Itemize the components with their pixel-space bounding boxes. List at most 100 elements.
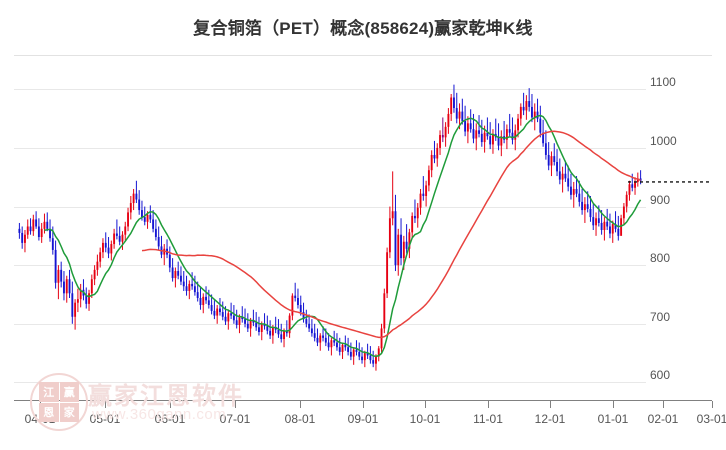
candle-body[interactable] [99, 252, 102, 262]
candle-body[interactable] [310, 328, 313, 334]
candle-body[interactable] [430, 154, 433, 171]
candle-body[interactable] [263, 323, 266, 327]
candle-body[interactable] [305, 319, 308, 324]
candle-body[interactable] [475, 130, 478, 139]
candle-body[interactable] [266, 326, 269, 331]
candle-body[interactable] [210, 305, 213, 311]
candle-body[interactable] [461, 111, 464, 121]
candle-body[interactable] [400, 234, 402, 259]
candle-body[interactable] [617, 228, 620, 236]
candle-body[interactable] [85, 295, 88, 304]
candle-body[interactable] [18, 228, 21, 233]
candle-body[interactable] [447, 113, 450, 127]
candle-body[interactable] [235, 320, 238, 325]
candle-body[interactable] [171, 267, 174, 279]
candle-body[interactable] [361, 356, 363, 361]
candle-body[interactable] [480, 133, 483, 143]
candle-body[interactable] [294, 295, 297, 298]
candle-body[interactable] [51, 238, 54, 250]
candle-body[interactable] [216, 308, 219, 316]
candle-body[interactable] [297, 298, 299, 306]
candle-body[interactable] [43, 221, 46, 229]
candle-body[interactable] [533, 111, 536, 118]
candle-body[interactable] [324, 337, 327, 343]
candle-body[interactable] [316, 337, 319, 343]
candle-body[interactable] [366, 353, 369, 356]
candle-body[interactable] [578, 193, 581, 202]
candle-body[interactable] [344, 344, 347, 348]
candle-body[interactable] [425, 185, 428, 196]
candle-body[interactable] [570, 186, 572, 195]
candle-body[interactable] [542, 132, 545, 144]
candle-body[interactable] [611, 224, 614, 234]
candle-body[interactable] [550, 156, 553, 166]
candle-body[interactable] [614, 224, 617, 229]
candle-body[interactable] [453, 97, 455, 109]
candle-body[interactable] [107, 247, 110, 254]
candle-body[interactable] [609, 226, 611, 234]
candle-body[interactable] [564, 173, 567, 179]
candle-body[interactable] [277, 329, 280, 335]
candle-body[interactable] [517, 118, 519, 131]
candle-body[interactable] [132, 193, 135, 204]
candle-body[interactable] [146, 214, 149, 222]
candle-body[interactable] [29, 226, 32, 232]
candle-body[interactable] [330, 340, 333, 348]
candle-body[interactable] [68, 279, 71, 294]
candle-body[interactable] [589, 208, 592, 218]
candle-body[interactable] [486, 132, 489, 137]
candle-body[interactable] [622, 206, 625, 219]
candle-body[interactable] [191, 283, 194, 287]
candle-body[interactable] [271, 327, 274, 336]
candle-body[interactable] [49, 228, 51, 239]
candle-body[interactable] [634, 181, 636, 188]
candle-body[interactable] [182, 281, 185, 287]
candle-body[interactable] [63, 281, 65, 294]
candle-body[interactable] [288, 315, 291, 334]
candle-body[interactable] [372, 360, 375, 364]
candle-body[interactable] [439, 135, 441, 148]
candle-body[interactable] [110, 244, 113, 254]
candle-body[interactable] [35, 219, 38, 227]
candle-body[interactable] [620, 218, 623, 236]
candle-body[interactable] [299, 305, 302, 313]
candle-body[interactable] [416, 207, 419, 219]
candle-body[interactable] [489, 136, 492, 145]
candle-body[interactable] [575, 188, 578, 194]
candle-body[interactable] [74, 302, 77, 317]
candle-body[interactable] [444, 126, 447, 138]
candle-body[interactable] [21, 232, 24, 243]
candle-body[interactable] [500, 136, 503, 146]
candle-body[interactable] [118, 235, 121, 242]
candle-body[interactable] [227, 313, 230, 322]
candle-body[interactable] [188, 283, 191, 291]
candle-body[interactable] [291, 295, 294, 316]
candle-body[interactable] [154, 228, 157, 238]
candle-body[interactable] [388, 218, 391, 253]
candle-body[interactable] [255, 322, 258, 328]
candle-body[interactable] [525, 101, 528, 111]
candle-body[interactable] [230, 313, 233, 316]
candle-body[interactable] [583, 204, 586, 211]
candle-body[interactable] [333, 340, 336, 343]
candle-body[interactable] [135, 193, 138, 200]
candle-body[interactable] [505, 129, 508, 140]
candle-body[interactable] [274, 327, 277, 330]
candle-body[interactable] [252, 320, 255, 323]
candle-body[interactable] [375, 356, 377, 364]
candle-body[interactable] [603, 221, 606, 230]
candle-body[interactable] [628, 184, 631, 195]
candle-body[interactable] [221, 312, 224, 317]
candle-body[interactable] [26, 226, 29, 235]
candle-body[interactable] [40, 228, 43, 238]
candle-body[interactable] [380, 328, 383, 349]
candle-body[interactable] [319, 335, 322, 343]
candle-body[interactable] [419, 193, 422, 208]
candle-body[interactable] [308, 323, 311, 329]
candle-body[interactable] [553, 156, 556, 162]
candle-body[interactable] [369, 355, 372, 361]
candle-body[interactable] [492, 133, 494, 145]
candle-body[interactable] [280, 334, 283, 340]
candle-body[interactable] [71, 293, 74, 317]
candle-body[interactable] [138, 199, 141, 211]
